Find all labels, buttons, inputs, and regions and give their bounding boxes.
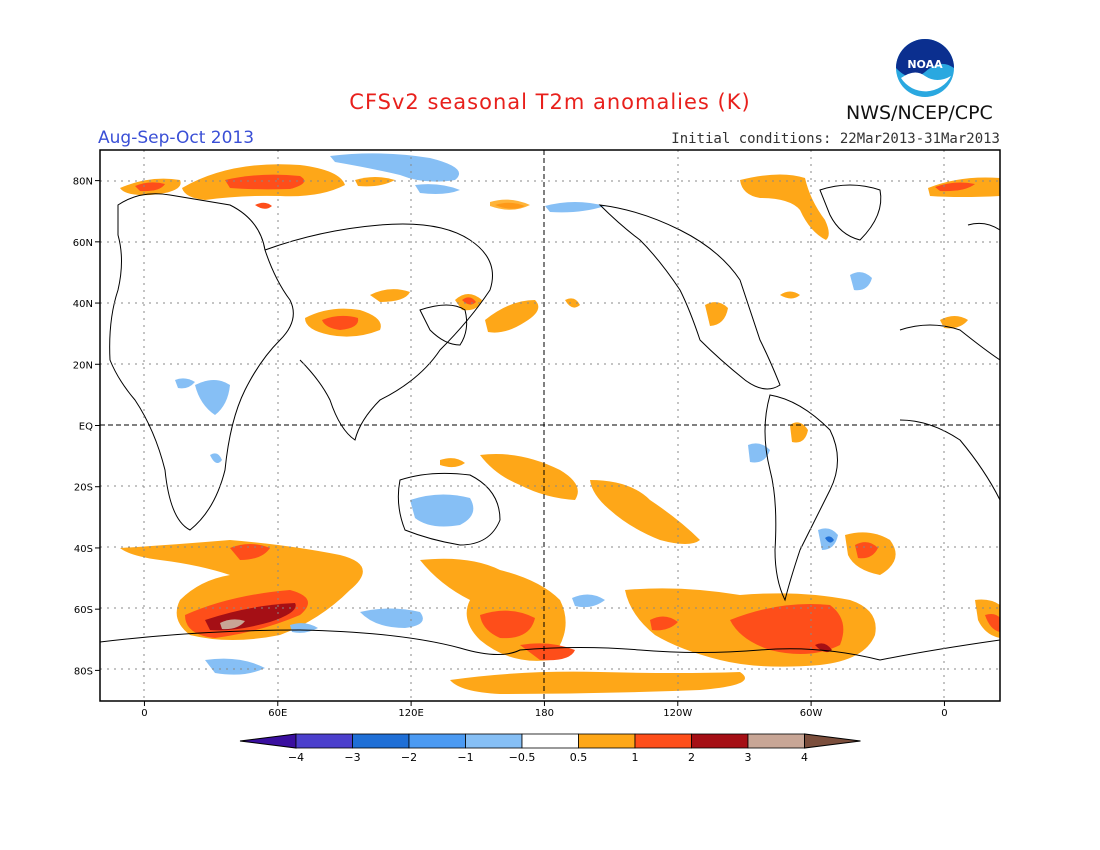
- graticule: [100, 150, 1000, 701]
- colorbar-label: 2: [688, 751, 695, 764]
- anomaly-warm-arctic: [120, 164, 1000, 240]
- lon-label: 120E: [398, 708, 423, 719]
- colorbar-segment: [352, 733, 410, 749]
- lon-label: 0: [941, 708, 947, 719]
- lat-label: 60N: [73, 238, 93, 249]
- logo-text: NOAA: [907, 58, 943, 71]
- initial-conditions-label: Initial conditions: 22Mar2013-31Mar2013: [671, 131, 1000, 147]
- lat-label: 40N: [73, 299, 93, 310]
- colorbar-segment: [521, 733, 579, 749]
- colorbar-label: 3: [745, 751, 752, 764]
- anomaly-cold-arctic: [330, 153, 872, 291]
- anomaly-warm-south-pacific: [440, 422, 896, 575]
- map-title: CFSv2 seasonal T2m anomalies (K): [349, 90, 751, 114]
- lon-label: 180: [535, 708, 554, 719]
- colorbar-label: −4: [288, 751, 304, 764]
- longitude-labels: 0 60E 120E 180 120W 60W 0: [141, 701, 948, 719]
- colorbar-high-arrow: [804, 733, 861, 749]
- equator-dateline: [100, 150, 1000, 701]
- lat-label: 80N: [73, 177, 93, 188]
- lat-label: 20N: [73, 360, 93, 371]
- colorbar-segment: [691, 733, 749, 749]
- anomaly-cold-tropics: [175, 378, 838, 550]
- colorbar-label: −0.5: [509, 751, 536, 764]
- colorbar-low-arrow: [239, 733, 297, 749]
- anomaly-warm-asia: [305, 289, 968, 337]
- colorbar-segment: [578, 733, 636, 749]
- lat-label: 40S: [74, 544, 93, 555]
- colorbar-label: 4: [801, 751, 808, 764]
- lat-label: 20S: [74, 483, 93, 494]
- noaa-logo-icon: NOAA: [896, 39, 954, 97]
- colorbar-label: −3: [344, 751, 360, 764]
- lat-label: EQ: [79, 422, 93, 433]
- colorbar-segment: [408, 733, 466, 749]
- lon-label: 0: [141, 708, 147, 719]
- latitude-labels: 80N 60N 40N 20N EQ 20S 40S 60S 80S: [73, 177, 100, 677]
- anomaly-warm-southern-ocean: [120, 540, 1000, 694]
- colorbar-segment: [465, 733, 523, 749]
- colorbar-segment: [634, 733, 692, 749]
- colorbar-label: −1: [457, 751, 473, 764]
- colorbar-segment: [295, 733, 353, 749]
- coastlines: [100, 184, 1000, 661]
- colorbar-label: −2: [401, 751, 417, 764]
- agency-label: NWS/NCEP/CPC: [846, 102, 993, 124]
- lat-label: 80S: [74, 666, 93, 677]
- colorbar-label: 1: [632, 751, 639, 764]
- lat-label: 60S: [74, 605, 93, 616]
- anomaly-cold-southern: [205, 594, 605, 675]
- colorbar-label: 0.5: [570, 751, 588, 764]
- lon-label: 60E: [268, 708, 287, 719]
- lon-label: 60W: [800, 708, 823, 719]
- map-field: [100, 150, 1000, 701]
- lon-label: 120W: [663, 708, 692, 719]
- season-label: Aug-Sep-Oct 2013: [98, 128, 255, 148]
- colorbar-segment: [747, 733, 805, 749]
